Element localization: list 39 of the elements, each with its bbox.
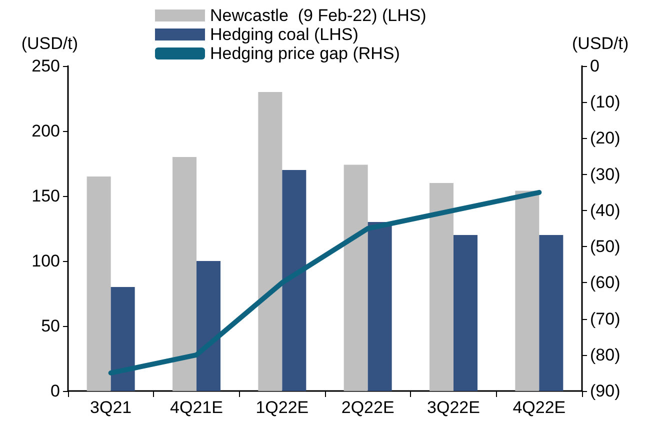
y-tick-label: 250 xyxy=(32,56,60,76)
bar xyxy=(515,190,540,391)
legend-label: Newcastle (9 Feb-22) (LHS) xyxy=(210,6,426,25)
y2-tick-label: (90) xyxy=(590,382,620,400)
x-tick-label: 4Q21E xyxy=(170,398,223,417)
bar xyxy=(454,235,478,391)
y2-tick-label: (70) xyxy=(590,309,620,328)
y-axis-title: (USD/t) xyxy=(21,34,78,53)
bar xyxy=(172,157,196,391)
y2-tick-label: (80) xyxy=(590,345,620,364)
y2-tick-label: (20) xyxy=(590,128,620,148)
x-tick-label: 3Q21 xyxy=(90,398,132,417)
legend-label: Hedging price gap (RHS) xyxy=(210,44,400,63)
bar xyxy=(539,235,564,391)
y2-tick-label: (40) xyxy=(590,200,620,220)
y-tick-label: 150 xyxy=(32,186,60,206)
bar xyxy=(110,287,135,391)
y-tick-label: 0 xyxy=(50,382,60,400)
y-tick-label: 200 xyxy=(32,122,60,140)
x-tick-label: 3Q22E xyxy=(427,398,480,417)
y2-tick-label: (10) xyxy=(590,92,620,112)
y2-tick-label: (50) xyxy=(590,237,620,256)
bar xyxy=(196,261,220,391)
legend-label: Hedging coal (LHS) xyxy=(210,25,358,44)
y2-tick-label: (60) xyxy=(590,273,620,292)
x-tick-label: 4Q22E xyxy=(512,398,566,417)
bar xyxy=(430,183,454,391)
y-tick-label: 100 xyxy=(32,252,60,270)
y-tick-label: 50 xyxy=(41,316,60,336)
bar xyxy=(282,170,306,391)
y2-tick-label: 0 xyxy=(590,56,600,76)
bar xyxy=(344,164,368,391)
bar xyxy=(86,176,111,391)
bar xyxy=(368,222,392,391)
x-tick-label: 2Q22E xyxy=(341,398,394,417)
y2-axis-title: (USD/t) xyxy=(572,34,629,53)
bar xyxy=(258,92,282,391)
x-tick-label: 1Q22E xyxy=(256,398,309,417)
y2-tick-label: (30) xyxy=(590,164,620,184)
